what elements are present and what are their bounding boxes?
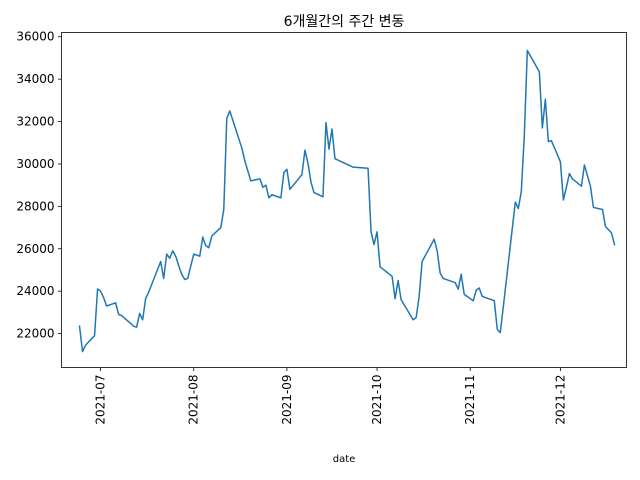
y-axis: 22000 24000 26000 28000 30000 32000 34000 36000 — [16, 30, 62, 341]
x-axis-label: date — [333, 454, 356, 465]
y-tick-label: 26000 — [16, 242, 54, 256]
y-tick-label: 22000 — [16, 327, 54, 341]
y-tick-label: 30000 — [16, 157, 54, 171]
x-tick-label: 2021-07 — [94, 375, 108, 425]
chart-title: 6개월간의 주간 변동 — [284, 14, 405, 30]
x-tick-label: 2021-08 — [187, 375, 201, 425]
x-tick-label: 2021-11 — [463, 374, 477, 424]
y-tick-label: 24000 — [16, 284, 54, 298]
x-tick-label: 2021-09 — [280, 375, 294, 425]
y-tick-label: 32000 — [16, 115, 54, 129]
x-tick-label: 2021-12 — [553, 375, 567, 425]
x-tick-label: 2021-10 — [370, 375, 384, 425]
x-axis: 2021-07 2021-08 2021-09 2021-10 2021-11 2021-… — [94, 367, 567, 425]
series-line-0 — [78, 49, 616, 353]
y-tick-label: 28000 — [16, 199, 54, 213]
plot-frame — [61, 32, 627, 368]
y-tick-label: 34000 — [16, 72, 54, 86]
y-tick-label: 36000 — [16, 30, 54, 44]
plot-area — [78, 49, 616, 353]
